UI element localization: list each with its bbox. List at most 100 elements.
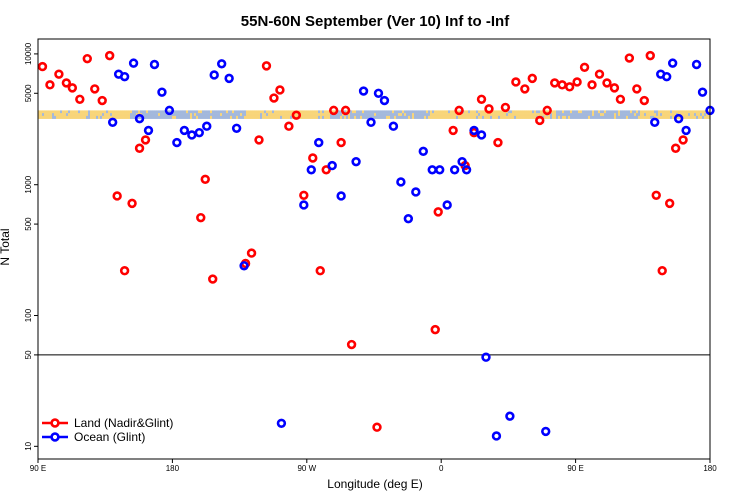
band-cell	[652, 115, 655, 119]
band-cell	[698, 113, 701, 117]
band-cell	[668, 113, 671, 117]
band-cell	[448, 110, 451, 114]
band-cell	[526, 113, 529, 117]
ocean-point	[231, 123, 242, 133]
band-cell	[388, 113, 391, 117]
band-cell	[128, 115, 131, 119]
band-cell	[438, 113, 441, 117]
band-cell	[96, 113, 99, 117]
land-point	[372, 422, 382, 432]
band-cell	[616, 115, 619, 119]
band-cell	[196, 115, 199, 119]
band-cell	[88, 113, 91, 117]
ocean-point	[209, 70, 219, 80]
y-axis: 10 50 100 500 1000 5000 10000	[24, 42, 38, 451]
band-cell	[600, 115, 603, 119]
band-cell	[90, 110, 93, 114]
band-cell	[62, 113, 65, 117]
land-point	[328, 105, 339, 116]
land-point	[602, 78, 612, 88]
band-cell	[374, 115, 377, 119]
band-cell	[290, 110, 293, 114]
band-cell	[256, 113, 259, 117]
band-cell	[144, 113, 147, 117]
band-cell	[40, 110, 43, 114]
band-cell	[290, 115, 293, 119]
band-cell	[176, 115, 179, 119]
band-cell	[546, 110, 549, 114]
band-cell	[208, 115, 211, 119]
band-cell	[366, 115, 369, 119]
band-cell	[526, 110, 529, 114]
band-cell	[300, 115, 303, 119]
band-cell	[58, 110, 61, 114]
band-cell	[532, 113, 535, 117]
land-point	[609, 83, 620, 93]
band-cell	[278, 110, 281, 114]
band-cell	[318, 110, 321, 114]
ocean-point	[164, 105, 175, 116]
band-cell	[192, 115, 195, 119]
band-cell	[308, 115, 311, 119]
band-cell	[184, 113, 187, 117]
band-cell	[654, 110, 657, 114]
band-cell	[166, 113, 169, 117]
ocean-point	[299, 200, 309, 210]
band-cell	[158, 113, 161, 117]
band-cell	[284, 115, 287, 119]
band-cell	[696, 110, 699, 114]
band-cell	[52, 115, 55, 119]
band-cell	[664, 110, 667, 114]
band-cell	[332, 110, 335, 114]
legend-item: Land (Nadir&Glint)	[42, 416, 173, 430]
band-cell	[564, 115, 567, 119]
band-cell	[560, 110, 563, 114]
band-cell	[446, 115, 449, 119]
band-cell	[40, 113, 43, 117]
band-cell	[694, 113, 697, 117]
band-cell	[474, 110, 477, 114]
land-point	[594, 69, 605, 79]
band-cell	[260, 113, 263, 117]
band-cell	[304, 110, 307, 114]
series-ocean	[107, 58, 715, 441]
band-cell	[570, 110, 573, 114]
band-cell	[140, 110, 143, 114]
band-cell	[342, 115, 345, 119]
band-cell	[524, 113, 527, 117]
band-cell	[128, 110, 131, 114]
band-cell	[212, 110, 215, 114]
band-cell	[256, 110, 259, 114]
band-cell	[496, 110, 499, 114]
band-cell	[284, 110, 287, 114]
band-cell	[72, 115, 75, 119]
band-cell	[250, 110, 253, 114]
band-cell	[314, 113, 317, 117]
band-cell	[196, 110, 199, 114]
band-cell	[560, 115, 563, 119]
band-cell	[40, 115, 43, 119]
band-cell	[672, 113, 675, 117]
band-cell	[492, 115, 495, 119]
band-cell	[264, 110, 267, 114]
band-cell	[706, 113, 709, 117]
band-cell	[450, 110, 453, 114]
band-cell	[520, 113, 523, 117]
band-cell	[464, 115, 467, 119]
land-point	[140, 135, 151, 145]
band-cell	[276, 110, 279, 114]
band-cell	[524, 115, 527, 119]
band-cell	[62, 110, 65, 114]
legend-label: Land (Nadir&Glint)	[74, 416, 173, 430]
band-cell	[200, 115, 203, 119]
band-cell	[342, 113, 345, 117]
band-cell	[700, 110, 703, 114]
land-point	[670, 143, 681, 153]
band-cell	[318, 115, 321, 119]
band-cell	[258, 110, 261, 114]
band-cell	[238, 110, 241, 114]
band-cell	[450, 113, 453, 117]
band-cell	[408, 115, 411, 119]
band-cell	[358, 110, 361, 114]
band-cell	[172, 115, 175, 119]
